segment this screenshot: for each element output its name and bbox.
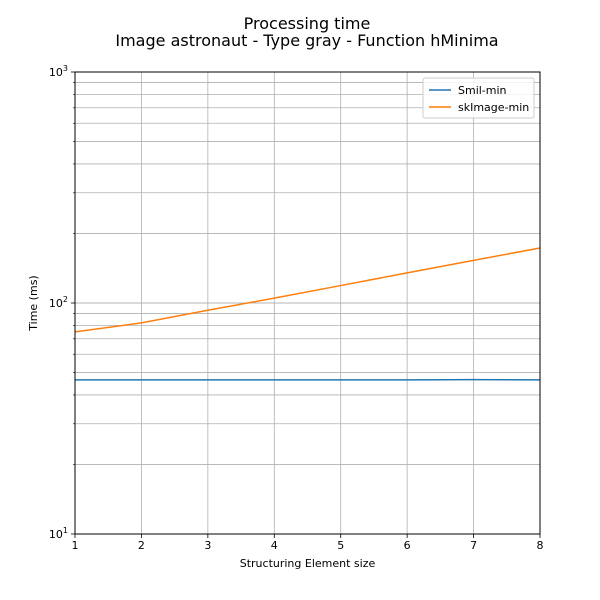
y-tick-label: 103 <box>49 64 68 79</box>
x-tick-label: 1 <box>72 539 79 552</box>
y-tick-label-exponent: 3 <box>63 64 68 73</box>
legend-entry: skImage-min <box>458 101 529 114</box>
series-line-skimage-min <box>74 247 541 333</box>
x-axis-label: Structuring Element size <box>240 557 376 570</box>
chart-title: Processing time <box>244 14 371 33</box>
x-tick-label: 8 <box>537 539 544 552</box>
legend-box <box>422 77 535 119</box>
y-tick-label-base: 10 <box>49 66 63 79</box>
y-axis-label: Time (ms) <box>27 275 40 331</box>
grid <box>74 71 541 535</box>
legend: Smil-min skImage-min <box>422 77 535 119</box>
y-tick-label-exponent: 1 <box>63 526 68 535</box>
x-tick-label: 7 <box>470 539 477 552</box>
y-tick-label-base: 10 <box>49 528 63 541</box>
chart-subtitle: Image astronaut - Type gray - Function h… <box>115 31 498 50</box>
y-tick-label: 102 <box>49 295 68 310</box>
series-lines <box>74 247 541 381</box>
y-tick-label-base: 10 <box>49 297 63 310</box>
x-tick-label: 5 <box>337 539 344 552</box>
x-tick-label: 4 <box>271 539 278 552</box>
x-tick-label: 3 <box>204 539 211 552</box>
y-tick-label-exponent: 2 <box>63 295 68 304</box>
legend-entry: Smil-min <box>458 84 507 97</box>
x-tick-label: 2 <box>138 539 145 552</box>
x-tick-label: 6 <box>404 539 411 552</box>
y-tick-label: 101 <box>49 526 68 541</box>
